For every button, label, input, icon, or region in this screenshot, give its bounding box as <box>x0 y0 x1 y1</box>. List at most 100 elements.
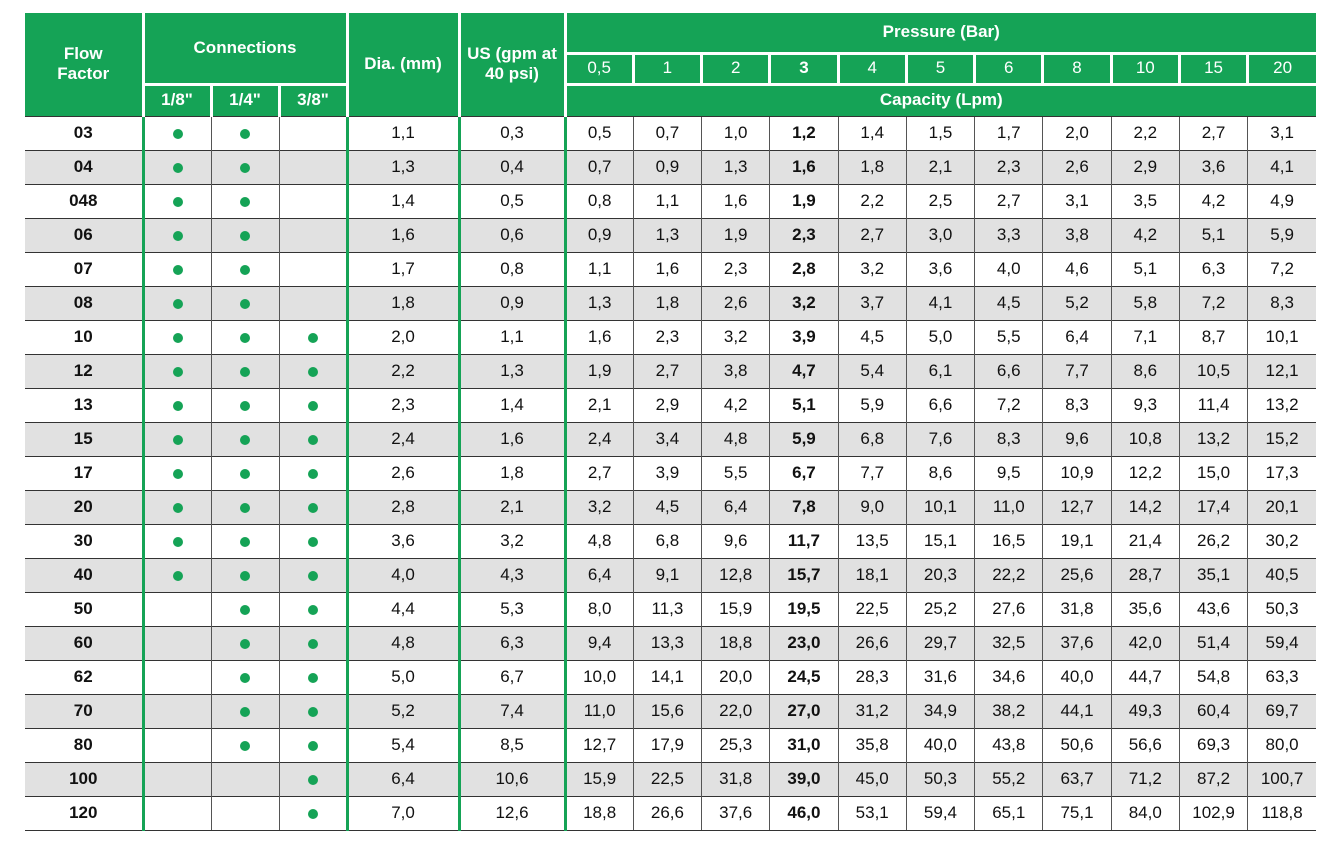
flow-factor-cell: 08 <box>25 285 145 320</box>
flow-factor-cell: 03 <box>25 115 145 150</box>
flow-factor-cell: 12 <box>25 353 145 388</box>
connection-cell <box>143 489 211 524</box>
connection-cell <box>210 353 279 388</box>
pressure-value-header: 4 <box>836 51 908 86</box>
capacity-cell: 65,1 <box>974 795 1043 831</box>
capacity-cell: 4,0 <box>974 251 1043 286</box>
table-row: 10 2,0 1,1 1,6 2,3 3,2 3,9 4,5 5,0 5,5 6,4 7,1 8,7 10… <box>25 319 1316 354</box>
capacity-cell: 56,6 <box>1110 727 1180 762</box>
capacity-cell: 6,8 <box>632 523 702 558</box>
connection-cell <box>278 319 349 354</box>
capacity-cell: 45,0 <box>837 761 907 796</box>
connection-cell <box>210 727 279 762</box>
table-row: 100 6,4 10,6 15,9 22,5 31,8 39,0 45,0 50,3 55,2 63… <box>25 761 1316 796</box>
capacity-cell: 37,6 <box>1042 625 1112 660</box>
capacity-cell: 40,0 <box>905 727 975 762</box>
capacity-cell: 29,7 <box>905 625 975 660</box>
capacity-cell: 17,3 <box>1247 455 1316 490</box>
connection-dot <box>307 604 318 615</box>
dia-cell: 6,4 <box>347 761 461 796</box>
connection-cell <box>143 557 211 592</box>
flow-factor-cell: 62 <box>25 659 145 694</box>
connection-dot <box>240 366 250 377</box>
table-row: 03 1,1 0,3 0,5 0,7 1,0 1,2 1,4 1,5 1,7 2,0 2,2 2,7 3,… <box>25 115 1316 150</box>
connection-cell <box>210 149 279 184</box>
connection-dot <box>307 808 318 819</box>
capacity-cell: 4,7 <box>769 353 839 388</box>
capacity-cell: 32,5 <box>974 625 1043 660</box>
table-row: 60 4,8 6,3 9,4 13,3 18,8 23,0 26,6 29,7 32,5 37,6 4… <box>25 625 1316 660</box>
capacity-cell: 7,2 <box>1247 251 1316 286</box>
connection-cell <box>278 523 349 558</box>
table-row: 17 2,6 1,8 2,7 3,9 5,5 6,7 7,7 8,6 9,5 10,9 12,2 15,… <box>25 455 1316 490</box>
capacity-cell: 11,7 <box>769 523 839 558</box>
connection-cell <box>278 217 349 252</box>
connection-cell <box>278 489 349 524</box>
connection-cell <box>210 761 279 796</box>
capacity-cell: 15,9 <box>701 591 770 626</box>
capacity-cell: 2,3 <box>974 149 1043 184</box>
connection-cell <box>210 591 279 626</box>
connection-dot <box>240 332 250 343</box>
capacity-cell: 7,2 <box>1178 285 1248 320</box>
table-row: 50 4,4 5,3 8,0 11,3 15,9 19,5 22,5 25,2 27,6 31,8 3… <box>25 591 1316 626</box>
table-row: 120 7,0 12,6 18,8 26,6 37,6 46,0 53,1 59,4 65,1 75… <box>25 795 1316 831</box>
capacity-cell: 1,1 <box>632 183 702 218</box>
capacity-cell: 4,5 <box>837 319 907 354</box>
connection-dot <box>307 706 318 717</box>
us-gpm-cell: 0,4 <box>459 149 567 184</box>
pressure-value-header: 3 <box>768 51 840 86</box>
capacity-cell: 1,6 <box>565 319 634 354</box>
connection-dot <box>240 400 250 411</box>
capacity-cell: 9,0 <box>837 489 907 524</box>
connection-cell <box>143 251 211 286</box>
capacity-cell: 6,6 <box>974 353 1043 388</box>
capacity-cell: 46,0 <box>769 795 839 831</box>
capacity-cell: 2,7 <box>974 183 1043 218</box>
capacity-cell: 17,9 <box>632 727 702 762</box>
capacity-cell: 3,8 <box>701 353 770 388</box>
capacity-cell: 2,7 <box>565 455 634 490</box>
capacity-cell: 4,8 <box>565 523 634 558</box>
capacity-cell: 87,2 <box>1178 761 1248 796</box>
capacity-cell: 2,2 <box>1110 115 1180 150</box>
header-dia-mm: Dia. (mm) <box>345 13 461 116</box>
connection-dot <box>240 706 250 717</box>
capacity-cell: 7,2 <box>974 387 1043 422</box>
flow-factor-cell: 80 <box>25 727 145 762</box>
capacity-cell: 9,4 <box>565 625 634 660</box>
capacity-cell: 44,7 <box>1110 659 1180 694</box>
connection-cell <box>210 285 279 320</box>
capacity-cell: 15,2 <box>1247 421 1316 456</box>
header-row-1: Flow Factor Connections Dia. (mm) US (gp… <box>25 13 1316 116</box>
connection-cell <box>210 557 279 592</box>
capacity-cell: 6,4 <box>1042 319 1112 354</box>
capacity-cell: 1,2 <box>769 115 839 150</box>
capacity-cell: 3,4 <box>632 421 702 456</box>
capacity-cell: 0,7 <box>632 115 702 150</box>
capacity-cell: 2,3 <box>632 319 702 354</box>
connection-cell <box>278 251 349 286</box>
connection-dot <box>307 502 318 513</box>
capacity-cell: 42,0 <box>1110 625 1180 660</box>
connection-cell <box>143 149 211 184</box>
capacity-cell: 75,1 <box>1042 795 1112 831</box>
flow-factor-cell: 06 <box>25 217 145 252</box>
capacity-cell: 2,2 <box>837 183 907 218</box>
capacity-cell: 0,7 <box>565 149 634 184</box>
capacity-cell: 2,1 <box>565 387 634 422</box>
flow-factor-cell: 20 <box>25 489 145 524</box>
connection-cell <box>143 183 211 218</box>
capacity-cell: 9,5 <box>974 455 1043 490</box>
capacity-cell: 15,7 <box>769 557 839 592</box>
capacity-cell: 80,0 <box>1247 727 1316 762</box>
capacity-cell: 11,0 <box>974 489 1043 524</box>
connection-cell <box>278 727 349 762</box>
us-gpm-cell: 0,6 <box>459 217 567 252</box>
connection-dot <box>240 604 250 615</box>
capacity-cell: 19,5 <box>769 591 839 626</box>
capacity-cell: 5,1 <box>1178 217 1248 252</box>
capacity-cell: 5,0 <box>905 319 975 354</box>
table-row: 048 1,4 0,5 0,8 1,1 1,6 1,9 2,2 2,5 2,7 3,1 3,5 4,2 4… <box>25 183 1316 218</box>
capacity-cell: 12,1 <box>1247 353 1316 388</box>
